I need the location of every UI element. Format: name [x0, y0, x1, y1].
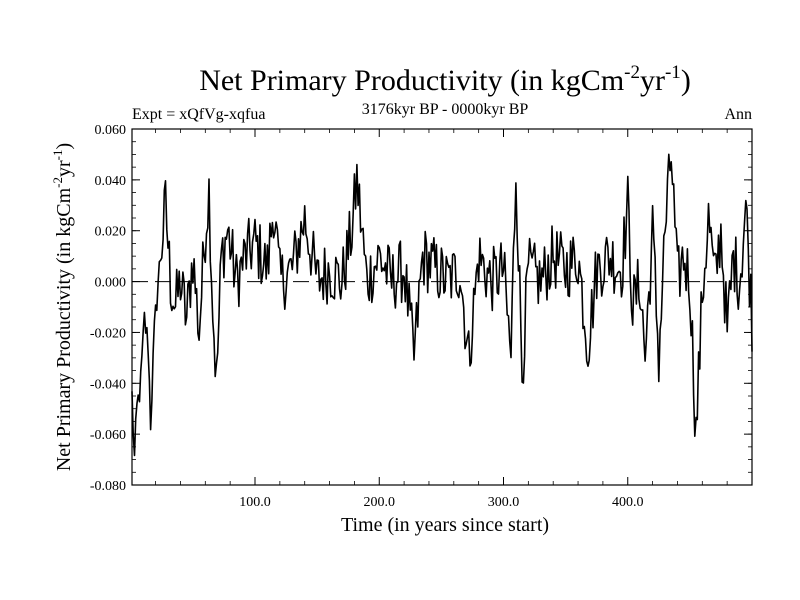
- x-tick-label: 400.0: [612, 495, 644, 510]
- x-tick-label: 300.0: [488, 495, 520, 510]
- y-axis-label: Net Primary Productivity (in kgCm-2yr-1): [50, 143, 75, 471]
- y-tick-label: 0.000: [95, 276, 127, 291]
- experiment-label: Expt = xQfVg-xqfua: [132, 106, 265, 123]
- y-tick-label: 0.040: [95, 174, 127, 189]
- x-axis-label: Time (in years since start): [341, 514, 549, 536]
- series-line: [131, 153, 753, 457]
- y-tick-label: 0.020: [95, 225, 127, 240]
- y-tick-label: 0.060: [95, 123, 127, 138]
- x-axis-ticks: 100.0 200.0 300.0 400.0: [155, 129, 728, 510]
- season-label: Ann: [724, 106, 752, 123]
- time-range-label: 3176kyr BP - 0000kyr BP: [362, 101, 529, 118]
- x-tick-label: 100.0: [239, 495, 271, 510]
- y-tick-label: -0.060: [90, 428, 126, 443]
- plot-frame: [131, 128, 753, 486]
- chart-title: Net Primary Productivity (in kgCm-2yr-1): [199, 62, 691, 97]
- y-tick-label: -0.020: [90, 326, 126, 341]
- y-tick-label: -0.040: [90, 377, 126, 392]
- x-tick-label: 200.0: [364, 495, 396, 510]
- y-axis-ticks: -0.080 -0.060 -0.040 -0.020 0.000 0.020 0.040 0…: [90, 123, 752, 494]
- y-tick-label: -0.080: [90, 479, 126, 494]
